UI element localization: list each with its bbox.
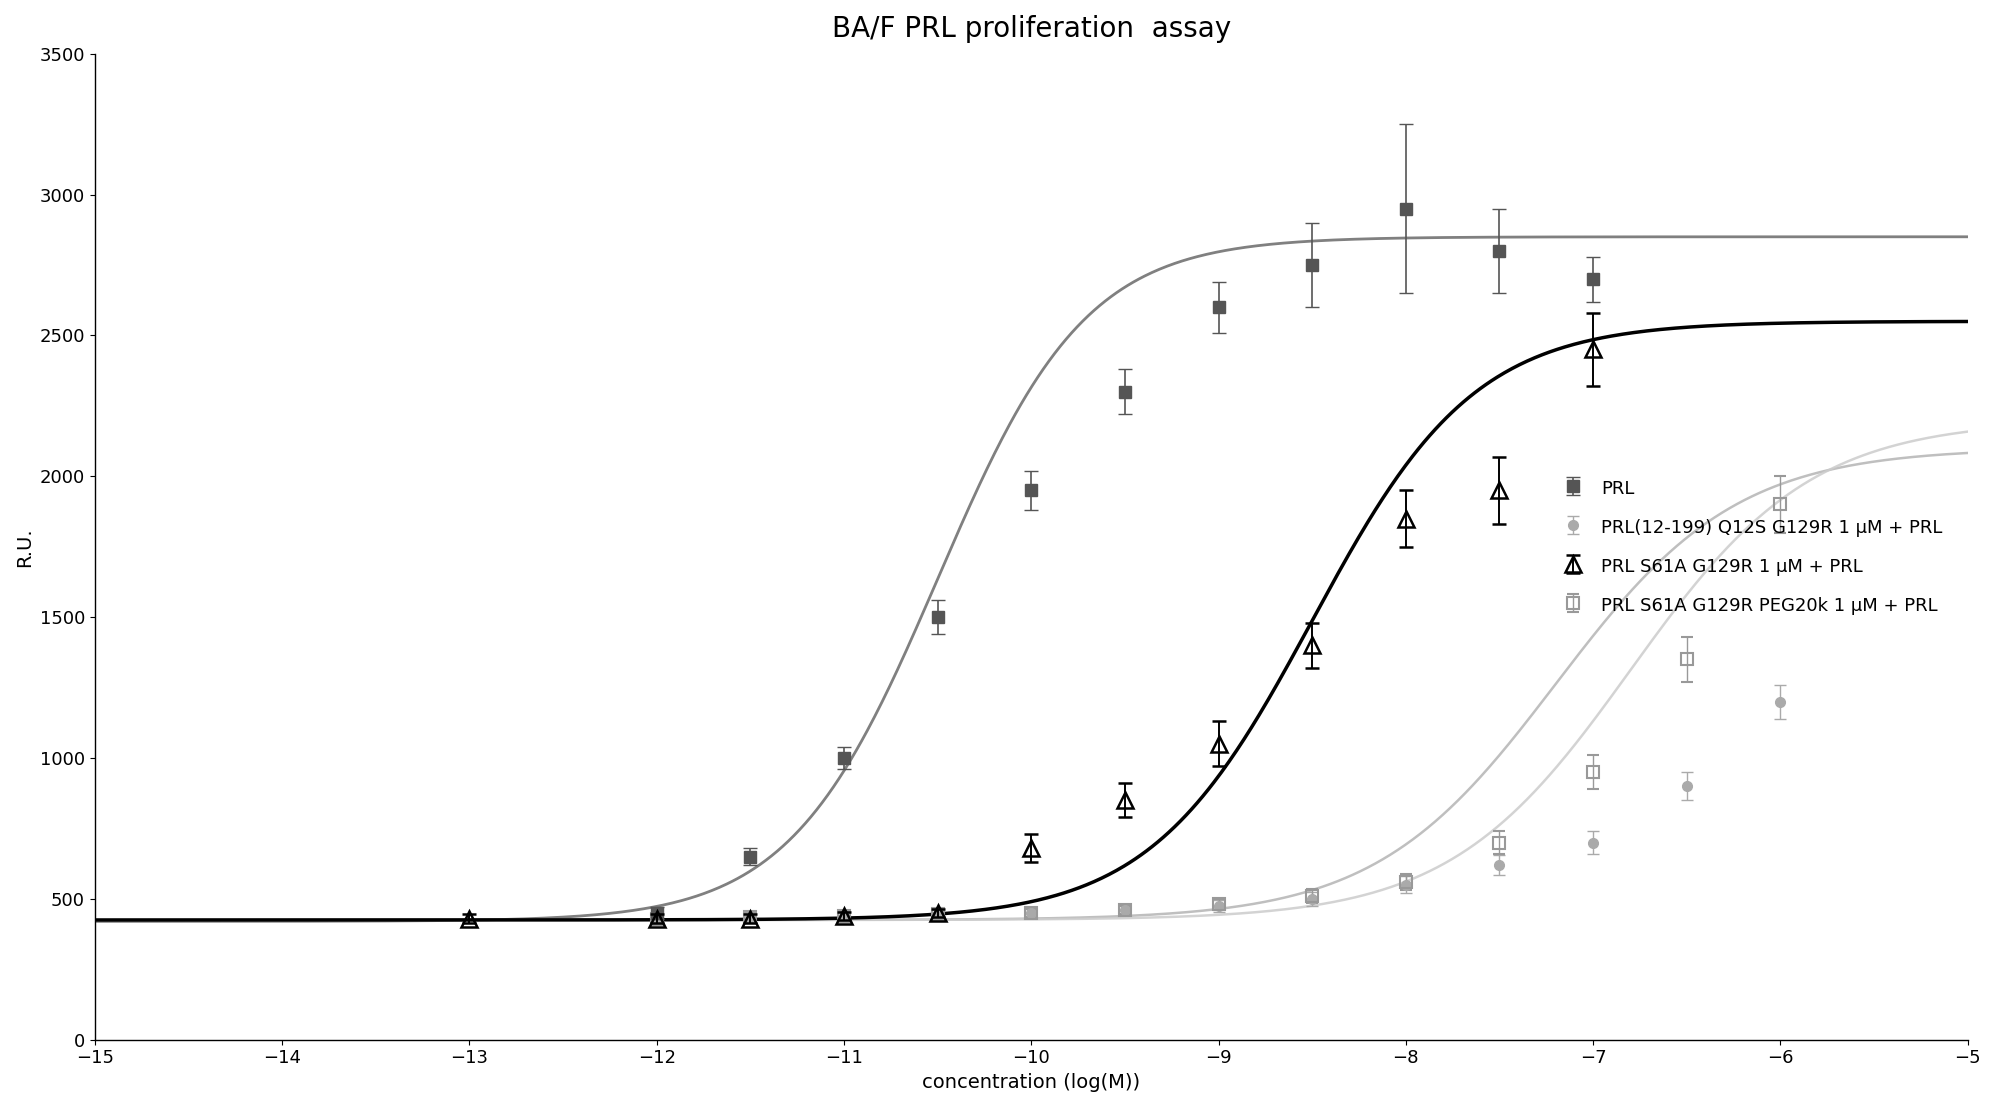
Y-axis label: R.U.: R.U. xyxy=(16,527,34,567)
Legend: PRL, PRL(12-199) Q12S G129R 1 μM + PRL, PRL S61A G129R 1 μM + PRL, PRL S61A G129: PRL, PRL(12-199) Q12S G129R 1 μM + PRL, … xyxy=(1553,470,1950,623)
Title: BA/F PRL proliferation  assay: BA/F PRL proliferation assay xyxy=(832,15,1232,43)
X-axis label: concentration (log(M)): concentration (log(M)) xyxy=(922,1073,1140,1092)
